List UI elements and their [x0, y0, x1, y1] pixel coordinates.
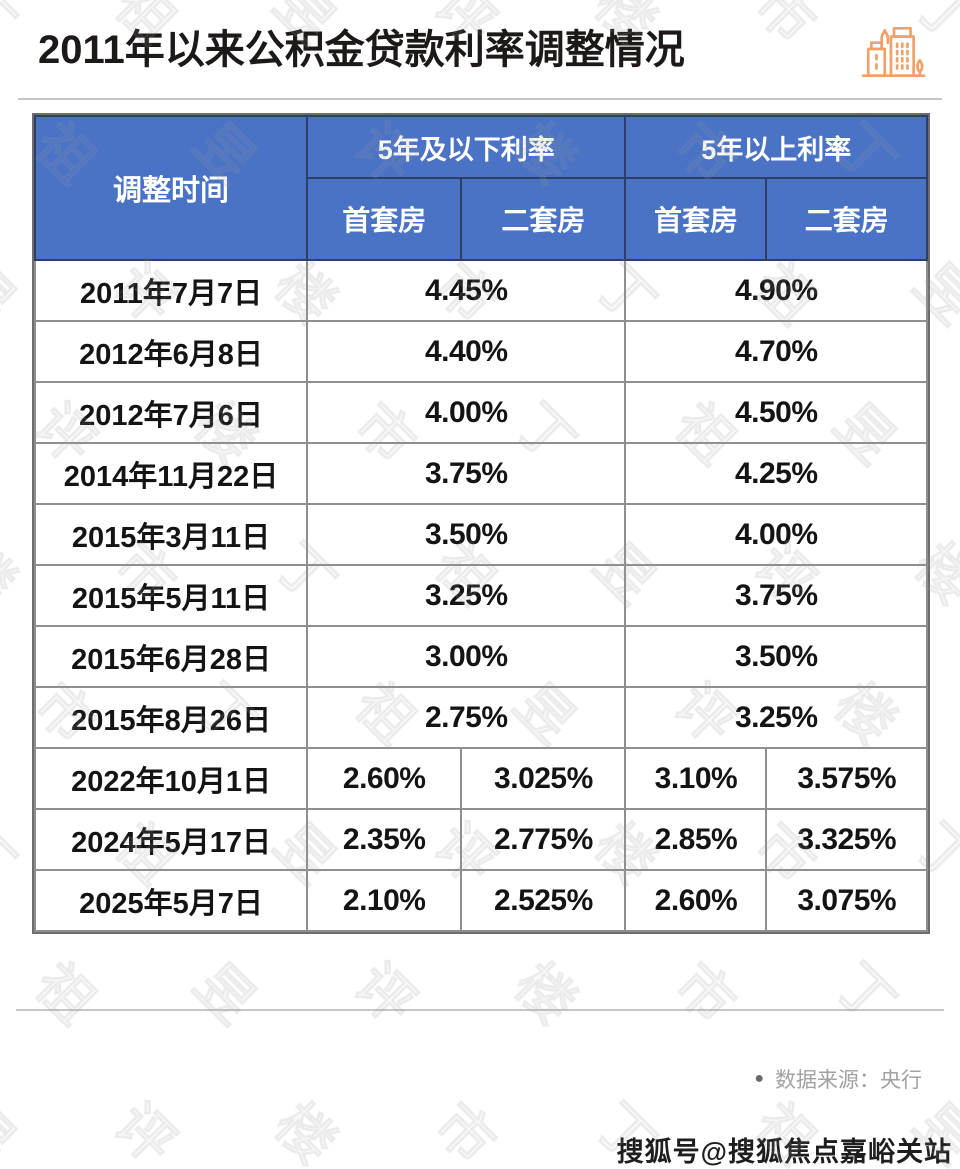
rate-cell: 2.10% [306, 869, 463, 932]
title-divider [18, 98, 942, 100]
adjust-date-cell: 2015年6月28日 [33, 625, 309, 688]
rate-cell: 3.25% [306, 564, 627, 627]
data-source-label: 数据来源：央行 [775, 1069, 922, 1092]
adjust-date-cell: 2015年5月11日 [33, 564, 309, 627]
adjust-date-cell: 2015年8月26日 [33, 686, 309, 749]
rates-table-wrap: 调整时间 5年及以下利率 5年以上利率 首套房 二套房 首套房 二套房 2011… [32, 113, 930, 934]
header-group-under5: 5年及以下利率 [306, 115, 627, 179]
rate-cell: 3.75% [306, 442, 627, 505]
building-icon [861, 26, 926, 78]
adjust-date-cell: 2015年3月11日 [33, 503, 309, 566]
rate-cell: 2.85% [624, 808, 768, 871]
adjust-date-cell: 2012年6月8日 [33, 320, 309, 383]
adjust-date-cell: 2022年10月1日 [33, 747, 309, 810]
rate-cell: 3.025% [460, 747, 627, 810]
table-header: 调整时间 5年及以下利率 5年以上利率 首套房 二套房 首套房 二套房 [33, 115, 928, 261]
rate-cell: 2.75% [306, 686, 627, 749]
rate-cell: 4.50% [624, 381, 928, 444]
table-row: 2015年5月11日 3.25% 3.75% [33, 564, 928, 627]
rate-cell: 3.575% [765, 747, 928, 810]
header-adjust-time: 调整时间 [33, 115, 309, 261]
table-row: 2011年7月7日 4.45% 4.90% [33, 259, 928, 322]
table-row: 2015年3月11日 3.50% 4.00% [33, 503, 928, 566]
adjust-date-cell: 2011年7月7日 [33, 259, 309, 322]
rate-cell: 4.70% [624, 320, 928, 383]
rate-cell: 2.775% [460, 808, 627, 871]
header: 2011年以来公积金贷款利率调整情况 [0, 0, 960, 84]
footer-divider [16, 1009, 944, 1011]
rate-cell: 4.40% [306, 320, 627, 383]
header-under5-first-home: 首套房 [306, 177, 463, 261]
page-title: 2011年以来公积金贷款利率调整情况 [38, 28, 685, 72]
bullet-icon: ● [754, 1070, 764, 1087]
table-row: 2024年5月17日 2.35% 2.775% 2.85% 3.325% [33, 808, 928, 871]
rate-cell: 4.90% [624, 259, 928, 322]
table-row: 2012年6月8日 4.40% 4.70% [33, 320, 928, 383]
rate-cell: 4.25% [624, 442, 928, 505]
adjust-date-cell: 2025年5月7日 [33, 869, 309, 932]
rate-cell: 3.75% [624, 564, 928, 627]
header-over5-second-home: 二套房 [765, 177, 928, 261]
table-row: 2025年5月7日 2.10% 2.525% 2.60% 3.075% [33, 869, 928, 932]
header-group-over5: 5年以上利率 [624, 115, 928, 179]
table-row: 2014年11月22日 3.75% 4.25% [33, 442, 928, 505]
table-row: 2012年7月6日 4.00% 4.50% [33, 381, 928, 444]
header-over5-first-home: 首套房 [624, 177, 768, 261]
rate-cell: 3.00% [306, 625, 627, 688]
rate-cell: 2.60% [624, 869, 768, 932]
sohu-account-watermark: 搜狐号@搜狐焦点嘉峪关站 [616, 1137, 952, 1167]
rate-cell: 3.50% [306, 503, 627, 566]
rate-cell: 4.45% [306, 259, 627, 322]
adjust-date-cell: 2024年5月17日 [33, 808, 309, 871]
rate-cell: 3.50% [624, 625, 928, 688]
data-source: ● 数据来源：央行 [754, 1064, 922, 1094]
rate-cell: 2.60% [306, 747, 463, 810]
header-under5-second-home: 二套房 [460, 177, 627, 261]
rate-cell: 2.525% [460, 869, 627, 932]
table-row: 2022年10月1日 2.60% 3.025% 3.10% 3.575% [33, 747, 928, 810]
adjust-date-cell: 2014年11月22日 [33, 442, 309, 505]
rate-cell: 2.35% [306, 808, 463, 871]
rate-cell: 4.00% [624, 503, 928, 566]
adjust-date-cell: 2012年7月6日 [33, 381, 309, 444]
rate-cell: 3.325% [765, 808, 928, 871]
table-row: 2015年8月26日 2.75% 3.25% [33, 686, 928, 749]
rates-table: 调整时间 5年及以下利率 5年以上利率 首套房 二套房 首套房 二套房 2011… [33, 115, 928, 932]
rate-cell: 4.00% [306, 381, 627, 444]
rate-cell: 3.25% [624, 686, 928, 749]
rate-cell: 3.075% [765, 869, 928, 932]
rate-cell: 3.10% [624, 747, 768, 810]
table-row: 2015年6月28日 3.00% 3.50% [33, 625, 928, 688]
table-body: 2011年7月7日 4.45% 4.90% 2012年6月8日 4.40% 4.70% 20… [33, 259, 928, 932]
